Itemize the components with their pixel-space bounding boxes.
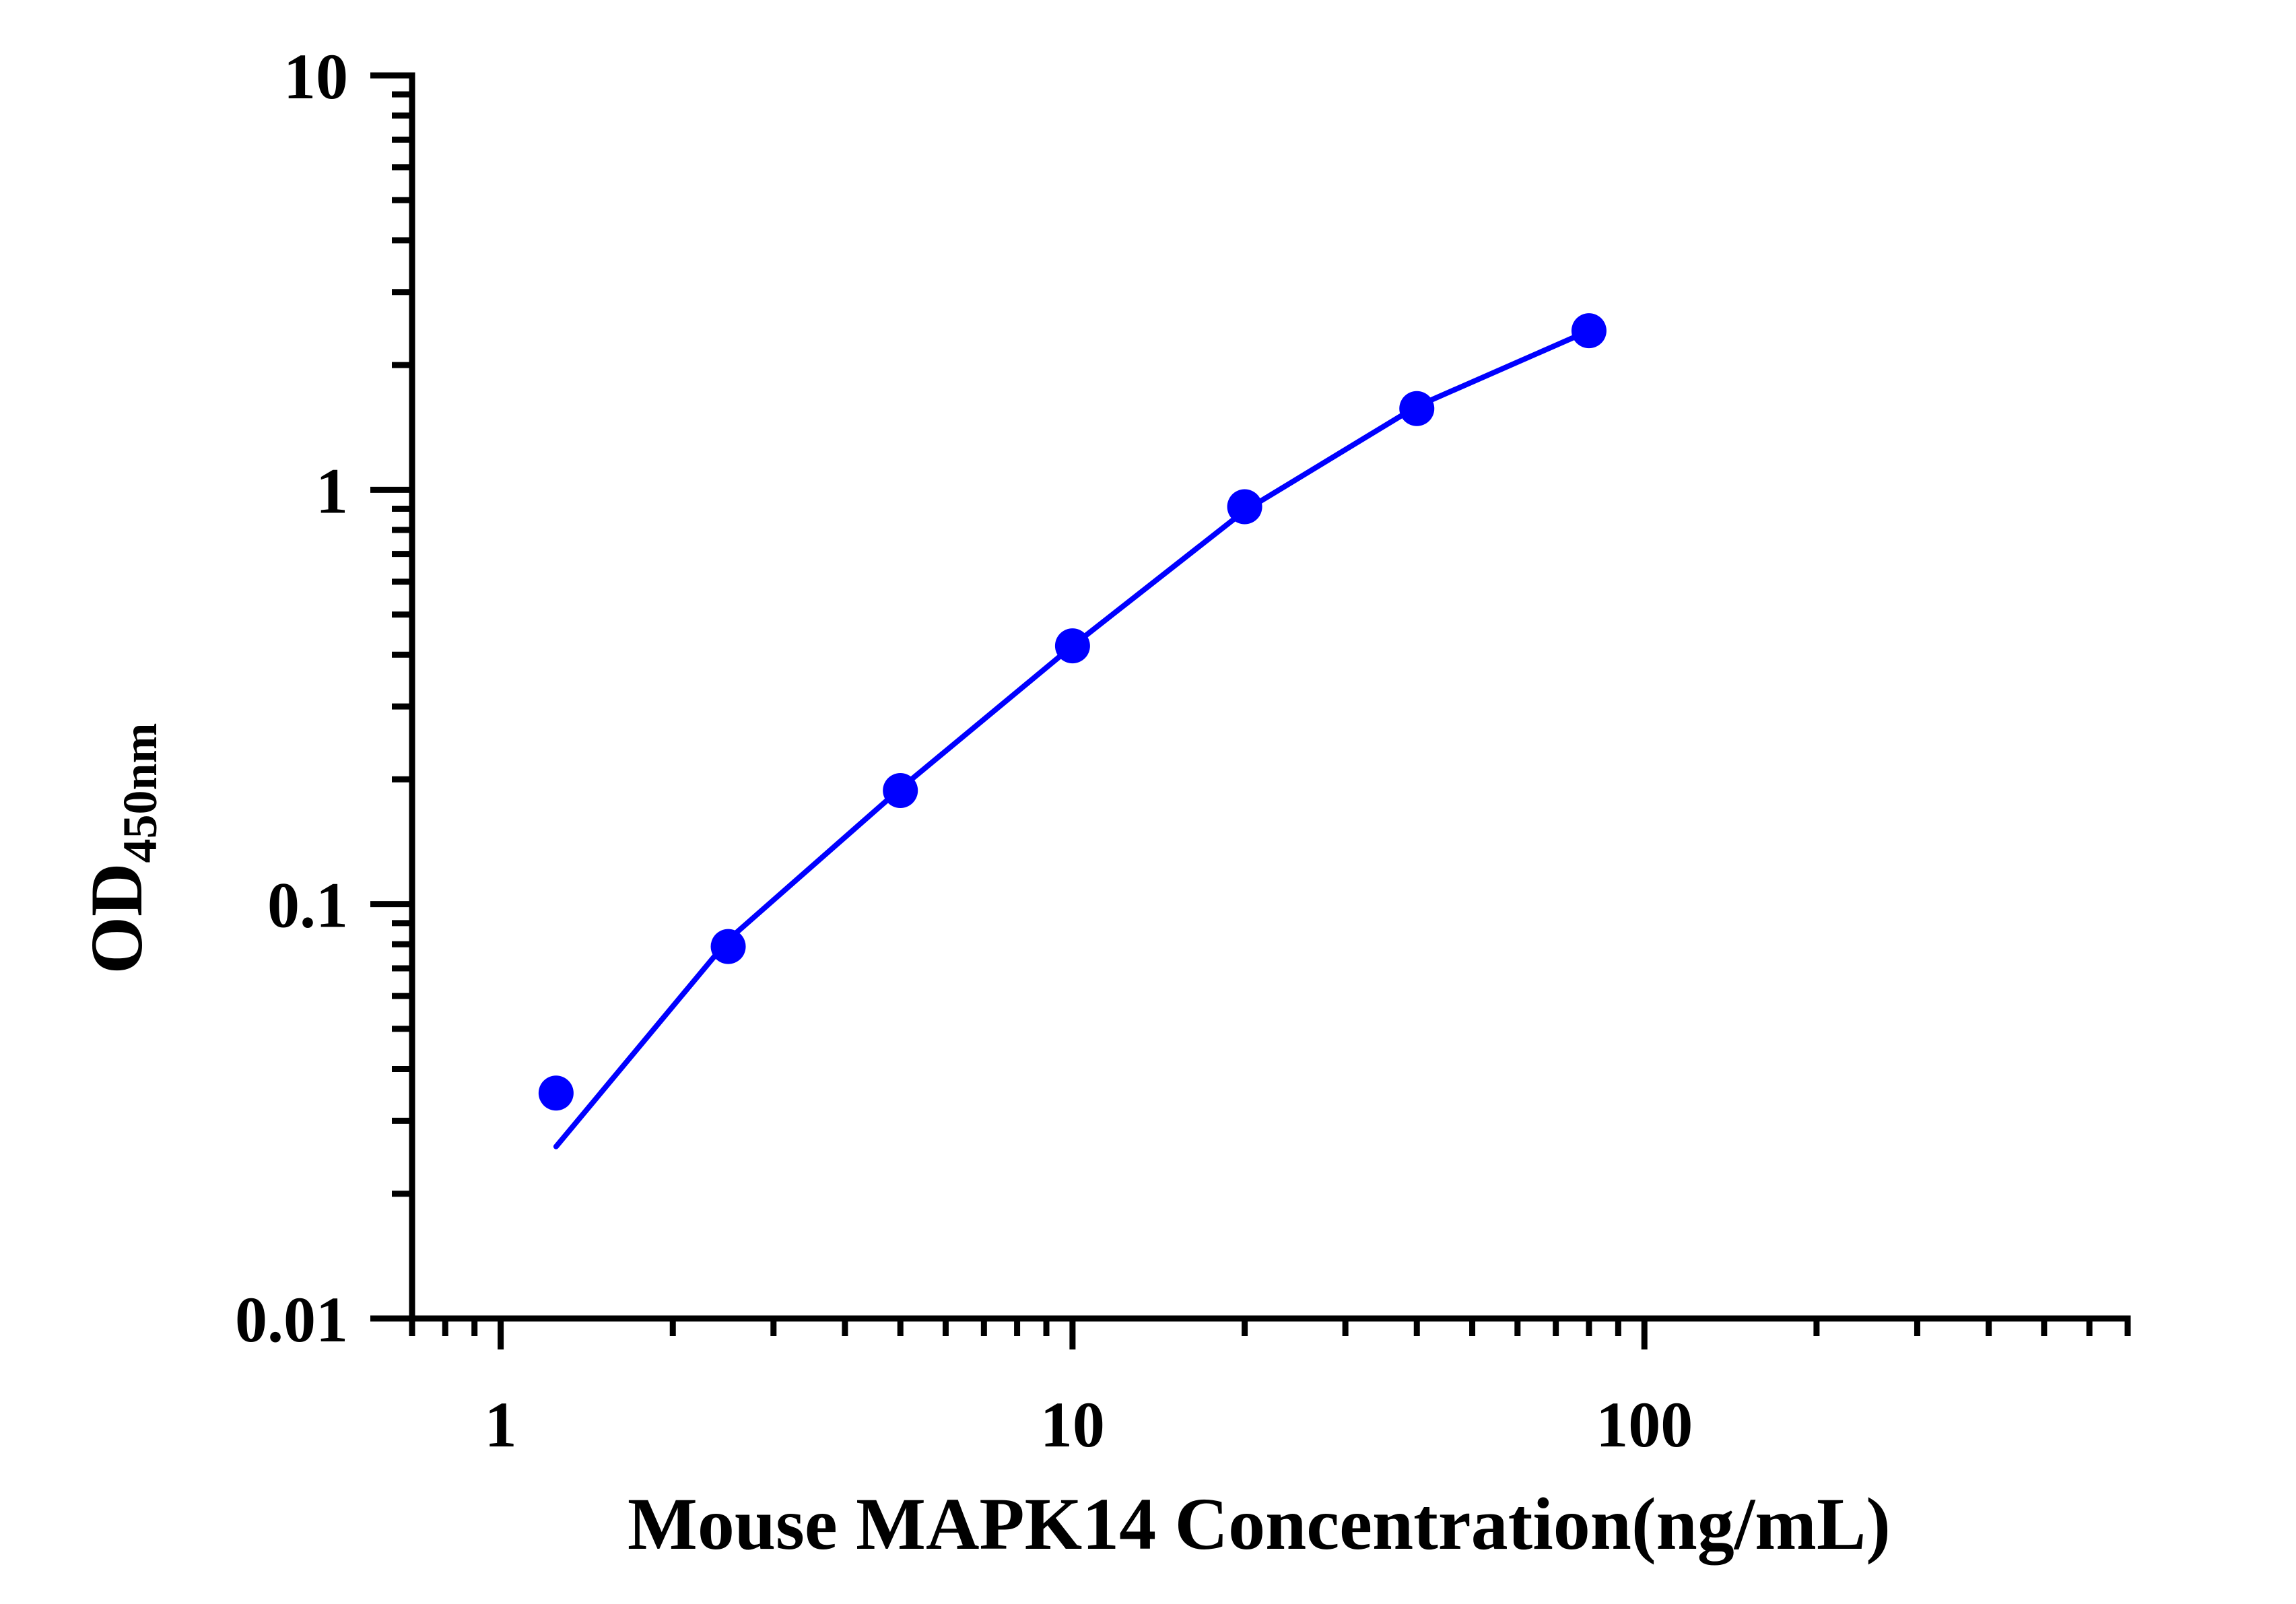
y-tick-label: 1 — [316, 455, 348, 527]
svg-text:OD450nm: OD450nm — [75, 723, 167, 974]
data-point — [1054, 628, 1090, 664]
y-axis-label-subscript: 450nm — [113, 723, 167, 863]
tick-labels: 1 10 100 0.01 0.1 1 10 — [235, 40, 1693, 1461]
data-point — [1571, 313, 1607, 349]
data-series — [538, 313, 1607, 1149]
data-point — [883, 772, 918, 808]
x-axis-label: Mouse MAPK14 Concentration(ng/mL) — [628, 1483, 1891, 1565]
tick-marks — [370, 72, 2131, 1349]
x-tick-label: 1 — [485, 1389, 517, 1461]
fit-curve-line — [553, 328, 1592, 1149]
y-axis-label: OD450nm — [75, 723, 167, 974]
y-tick-label: 10 — [283, 40, 348, 112]
y-tick-label: 0.01 — [235, 1283, 348, 1356]
data-point — [1227, 489, 1262, 525]
y-axis-label-main: OD — [75, 863, 158, 974]
data-point — [710, 929, 746, 964]
x-tick-label: 100 — [1596, 1389, 1693, 1461]
axes — [409, 72, 2131, 1322]
y-tick-label: 0.1 — [267, 869, 348, 941]
data-point — [538, 1075, 574, 1111]
x-tick-label: 10 — [1040, 1389, 1105, 1461]
data-point — [1399, 391, 1435, 426]
